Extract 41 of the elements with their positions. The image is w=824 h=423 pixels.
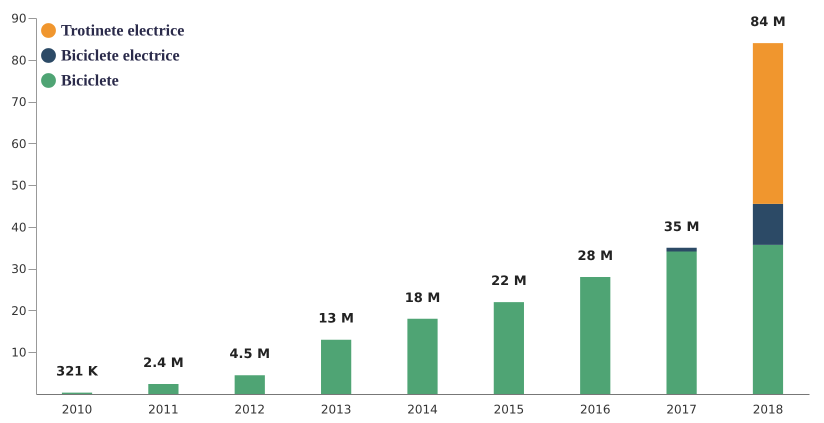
bar — [580, 277, 610, 394]
total-label: 2.4 M — [143, 356, 184, 371]
y-tick-label: 50 — [11, 178, 26, 193]
total-label: 84 M — [750, 15, 786, 30]
total-label: 13 M — [318, 312, 354, 327]
y-tick-label: 20 — [11, 304, 26, 318]
x-tick-label: 2014 — [407, 402, 438, 416]
bar — [407, 318, 438, 394]
x-tick-label: 2012 — [234, 402, 266, 416]
bar — [234, 375, 265, 394]
x-tick-label: 2011 — [148, 402, 179, 416]
bar — [752, 43, 784, 204]
total-label: 321 K — [56, 364, 99, 380]
y-tick-label: 60 — [11, 136, 26, 151]
bar — [752, 204, 784, 245]
total-label: 18 M — [404, 290, 440, 306]
y-tick-label: 30 — [11, 262, 26, 276]
x-tick-label: 2016 — [580, 402, 611, 416]
y-tick-label: 40 — [11, 220, 26, 234]
legend-label: Trotinete electrice — [61, 22, 184, 40]
bar — [666, 248, 697, 252]
bar — [321, 340, 352, 394]
total-label: 22 M — [491, 274, 527, 290]
total-label: 4.5 M — [230, 347, 270, 362]
total-label: 35 M — [664, 220, 700, 235]
total-label: 28 M — [577, 249, 614, 264]
x-tick-label: 2013 — [320, 402, 352, 416]
bar — [752, 244, 784, 394]
legend-label: Biciclete electrice — [61, 48, 180, 64]
bar — [148, 384, 179, 394]
y-tick-label: 10 — [11, 346, 26, 360]
x-tick-label: 2018 — [752, 402, 784, 416]
y-tick-label: 90 — [11, 12, 26, 26]
y-tick-label: 70 — [11, 95, 26, 110]
x-tick-label: 2015 — [494, 402, 524, 416]
bar — [666, 252, 697, 394]
bar — [494, 302, 524, 394]
legend-label: Biciclete — [61, 72, 119, 90]
x-tick-label: 2017 — [666, 402, 697, 416]
y-tick-label: 80 — [11, 53, 26, 68]
x-tick-label: 2010 — [62, 402, 92, 416]
